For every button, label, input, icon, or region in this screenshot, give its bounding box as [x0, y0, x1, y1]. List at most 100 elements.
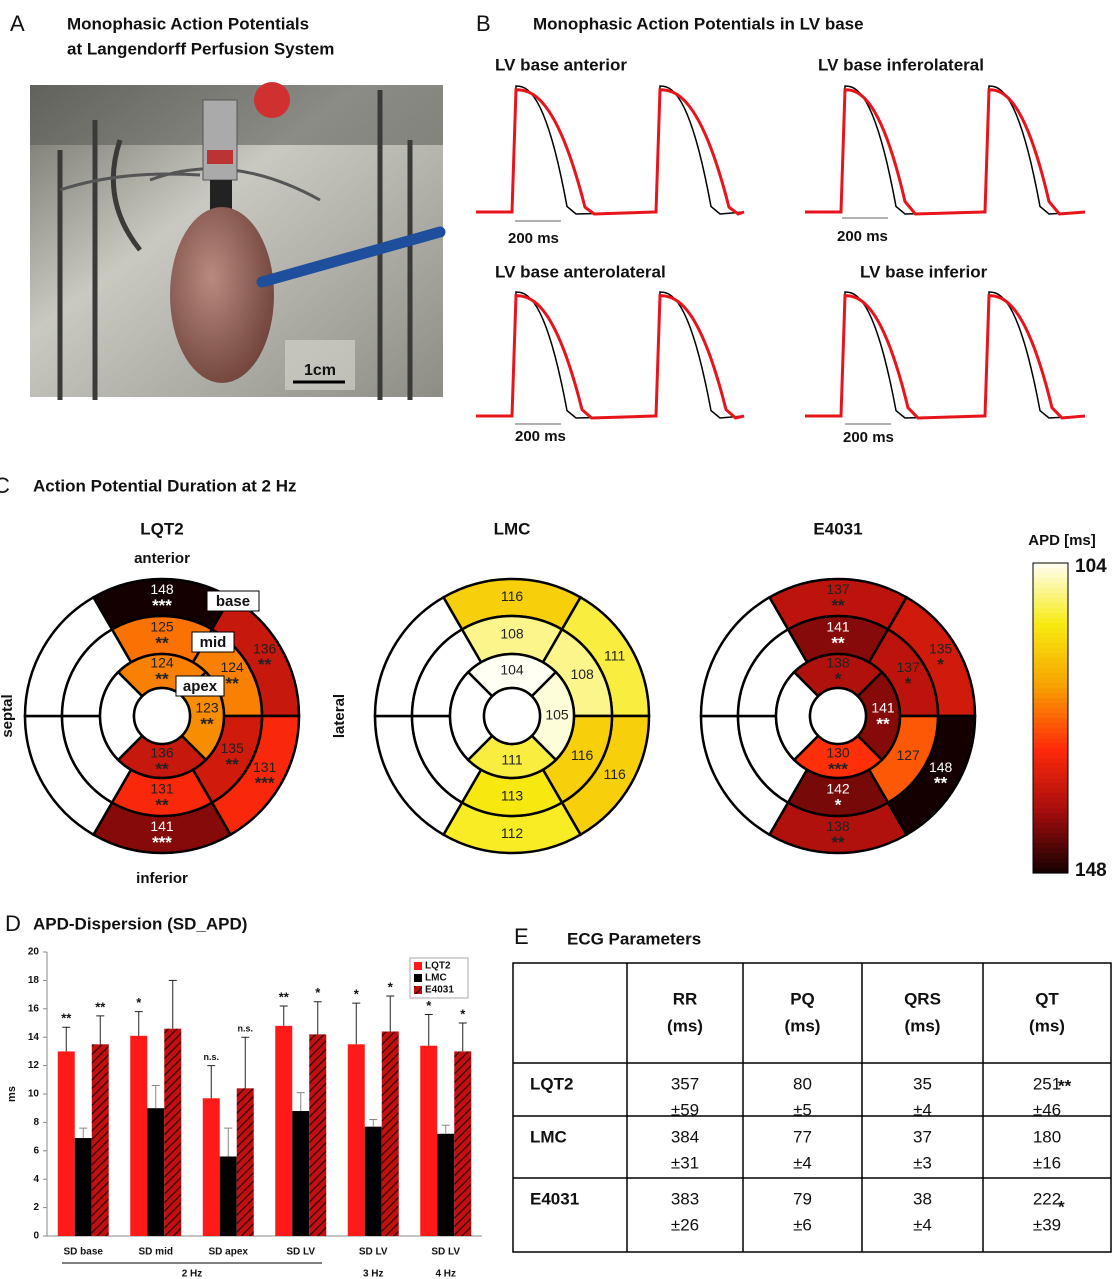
table-cell: 384	[671, 1127, 699, 1146]
colorbar-step	[1033, 563, 1068, 569]
scale-label: 1cm	[304, 362, 336, 379]
colorbar-step	[1033, 678, 1068, 684]
colorbar-step	[1033, 593, 1068, 599]
colorbar-step	[1033, 838, 1068, 844]
bar	[454, 1051, 472, 1236]
segment-stars: ***	[828, 759, 848, 778]
colorbar-step	[1033, 573, 1068, 579]
colorbar-step	[1033, 763, 1068, 769]
significance-label: *	[354, 987, 360, 1002]
error-bar	[168, 979, 177, 1029]
panel-title: Action Potential Duration at 2 Hz	[33, 476, 297, 495]
trace	[476, 88, 745, 216]
colorbar-step	[1033, 808, 1068, 814]
segment-stars: **	[226, 674, 240, 693]
y-tick-label: 12	[28, 1060, 40, 1071]
column-header: (ms)	[785, 1016, 821, 1035]
colorbar-step	[1033, 773, 1068, 779]
colorbar-step	[1033, 728, 1068, 734]
legend-swatch	[414, 974, 422, 982]
y-tick-label: 14	[28, 1032, 40, 1043]
colorbar-step	[1033, 793, 1068, 799]
trace	[805, 294, 1086, 420]
significance-label: **	[1058, 1076, 1072, 1095]
colorbar-step	[1033, 718, 1068, 724]
bar	[219, 1156, 237, 1236]
table-cell: 35	[913, 1074, 932, 1093]
colorbar-step	[1033, 813, 1068, 819]
table-cell: ±26	[671, 1215, 699, 1234]
colorbar-step	[1033, 698, 1068, 704]
bar	[164, 1028, 182, 1236]
colorbar-step	[1033, 703, 1068, 709]
colorbar-step	[1033, 598, 1068, 604]
bar	[147, 1108, 165, 1236]
column-header: PQ	[790, 989, 815, 1008]
segment-value: 137	[896, 659, 920, 675]
significance-label: **	[61, 1011, 72, 1026]
segment-value: 131	[253, 759, 277, 775]
segment-value: 141	[150, 818, 174, 834]
table-cell: ±46	[1033, 1100, 1061, 1119]
colorbar-step	[1033, 663, 1068, 669]
ring-label: mid	[200, 634, 227, 651]
table-cell: ±39	[1033, 1215, 1061, 1234]
panel-title: Monophasic Action Potentials in LV base	[533, 14, 864, 33]
colorbar-step	[1033, 853, 1068, 859]
segment-value: 112	[501, 825, 524, 841]
bar	[347, 1044, 365, 1236]
trace-title: LV base inferolateral	[818, 55, 984, 74]
bar	[202, 1098, 220, 1236]
legend-label: LQT2	[425, 961, 451, 972]
bar	[364, 1126, 382, 1236]
error-bar	[96, 1015, 105, 1045]
table-cell: ±3	[913, 1153, 932, 1172]
y-tick-label: 18	[28, 975, 40, 986]
significance-label: n.s.	[203, 1052, 219, 1062]
colorbar-step	[1033, 788, 1068, 794]
error-bar	[134, 1011, 143, 1036]
bar	[91, 1044, 109, 1236]
scale-label: 200 ms	[837, 228, 888, 245]
center-hole	[132, 686, 192, 746]
y-tick-label: 8	[33, 1117, 39, 1128]
segment-value: 135	[220, 740, 244, 756]
segment-value: 138	[826, 655, 850, 671]
row-header: LMC	[530, 1127, 567, 1146]
colorbar-step	[1033, 683, 1068, 689]
segment-stars: *	[905, 674, 912, 693]
bar	[309, 1034, 327, 1236]
error-bar	[424, 1013, 433, 1046]
colorbar-step	[1033, 633, 1068, 639]
column-header: RR	[673, 989, 698, 1008]
x-tick-label: SD mid	[139, 1247, 173, 1258]
segment-value: 111	[501, 752, 522, 768]
colorbar-step	[1033, 723, 1068, 729]
segment-value: 108	[500, 626, 524, 642]
colorbar-step	[1033, 583, 1068, 589]
colorbar-step	[1033, 783, 1068, 789]
segment-stars: ***	[255, 774, 275, 793]
significance-label: *	[460, 1006, 466, 1021]
colorbar-step	[1033, 863, 1068, 869]
segment-value: 141	[871, 700, 895, 716]
y-tick-label: 20	[28, 947, 40, 958]
ring-label: base	[216, 593, 250, 610]
legend-swatch	[414, 986, 422, 994]
segment-value: 105	[545, 707, 569, 723]
panel-title: at Langendorff Perfusion System	[67, 39, 334, 58]
segment-stars: **	[934, 774, 948, 793]
segment-value: 124	[220, 659, 244, 675]
orientation-label: anterior	[134, 550, 190, 567]
map-title: LQT2	[140, 519, 183, 538]
significance-label: *	[315, 985, 321, 1000]
bar	[381, 1031, 399, 1236]
table-cell: ±31	[671, 1153, 699, 1172]
scale-label: 200 ms	[508, 230, 559, 247]
error-bar	[279, 1005, 288, 1026]
table-cell: ±4	[793, 1153, 812, 1172]
y-axis-label: ms	[6, 1086, 18, 1102]
segment-stars: **	[876, 714, 890, 733]
bar	[420, 1045, 438, 1236]
segment-value: 116	[603, 766, 626, 782]
